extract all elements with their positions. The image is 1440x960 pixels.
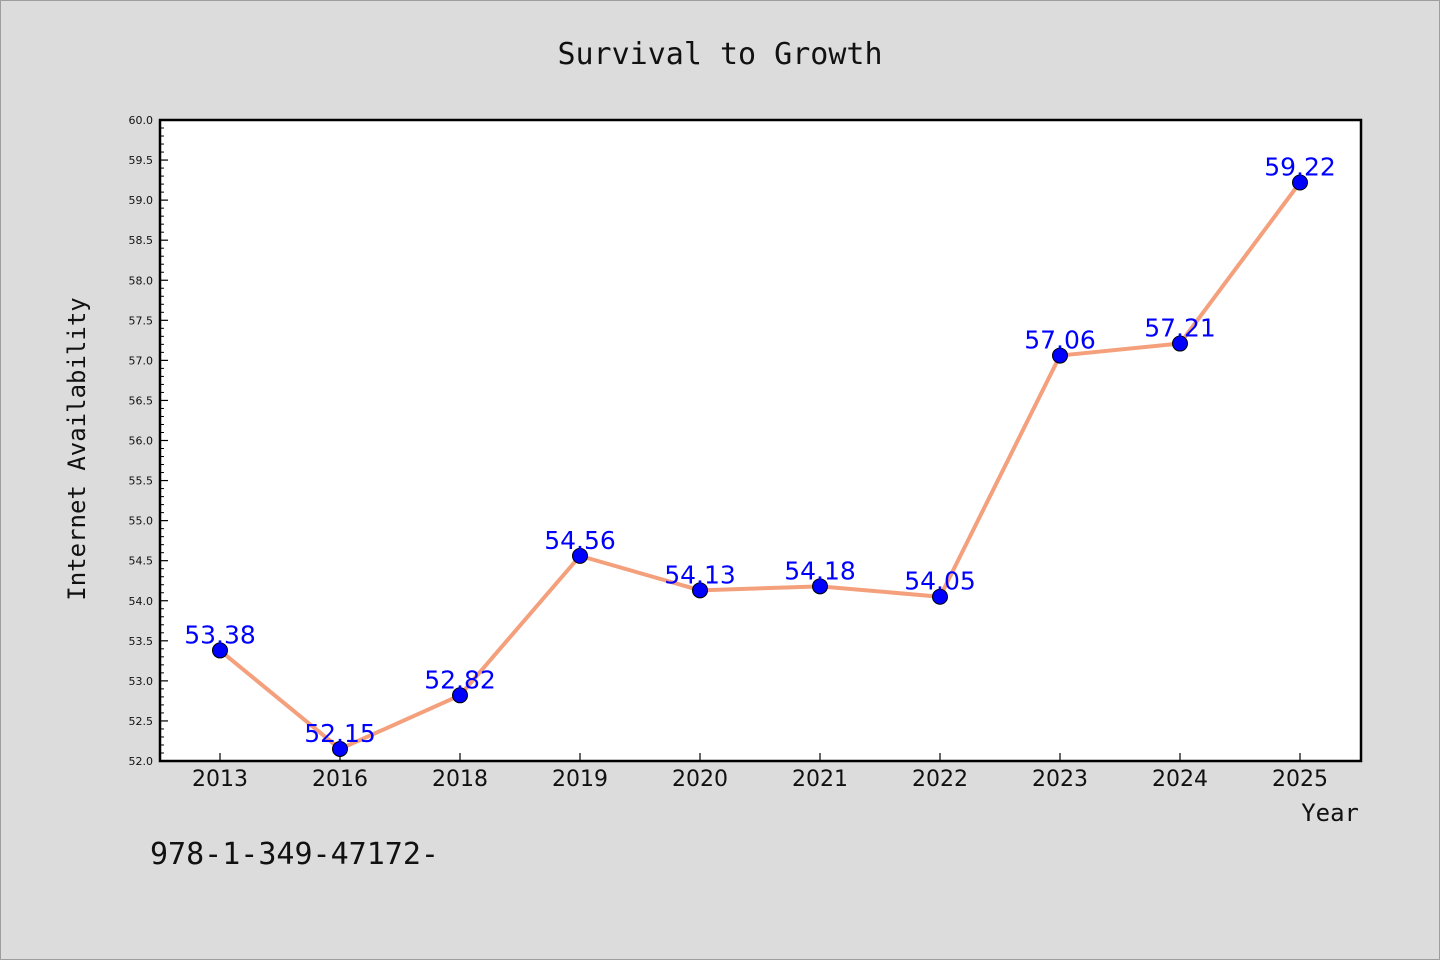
x-tick-label: 2021 xyxy=(792,767,848,792)
data-label: 53.38 xyxy=(184,620,256,649)
data-point xyxy=(212,642,228,659)
y-tick-label: 55.0 xyxy=(129,515,154,528)
series-line xyxy=(218,181,1302,751)
data-label: 52.15 xyxy=(304,719,376,748)
y-tick-label: 52.5 xyxy=(129,715,154,728)
data-point xyxy=(572,547,588,564)
data-label: 54.18 xyxy=(784,556,856,585)
y-tick-label: 53.5 xyxy=(129,635,154,648)
series-markers xyxy=(212,174,1308,757)
data-point xyxy=(452,687,468,704)
chart-title: Survival to Growth xyxy=(557,37,882,72)
x-tick-label: 2022 xyxy=(912,767,968,792)
data-label: 54.56 xyxy=(544,526,616,555)
y-tick-label: 56.5 xyxy=(129,394,154,407)
x-tick-label: 2020 xyxy=(672,767,728,792)
data-label: 54.05 xyxy=(904,567,976,596)
y-tick-label: 52.0 xyxy=(129,755,154,768)
x-axis: 2013 2016 2018 2019 2020 2021 2022 2023 2024 2025 xyxy=(192,753,1328,792)
y-tick-label: 58.0 xyxy=(129,274,154,287)
x-tick-label: 2016 xyxy=(312,767,368,792)
y-tick-label: 58.5 xyxy=(129,234,154,247)
y-tick-label: 60.0 xyxy=(129,114,154,127)
y-tick-label: 54.0 xyxy=(129,595,154,608)
data-point xyxy=(1172,335,1188,352)
data-point xyxy=(692,582,708,599)
footer-text: 978-1-349-47172- xyxy=(150,837,439,872)
y-axis-label: Internet Availability xyxy=(63,297,91,600)
data-label: 52.82 xyxy=(424,665,496,694)
y-tick-label: 56.0 xyxy=(129,435,154,448)
y-tick-label: 57.0 xyxy=(129,354,154,367)
y-tick-label: 54.5 xyxy=(129,555,154,568)
x-axis-label: Year xyxy=(1301,799,1359,827)
y-tick-label: 53.0 xyxy=(129,675,154,688)
x-tick-label: 2013 xyxy=(192,767,248,792)
y-tick-label: 55.5 xyxy=(129,475,154,488)
x-tick-label: 2018 xyxy=(432,767,488,792)
x-tick-label: 2024 xyxy=(1152,767,1208,792)
plot-area xyxy=(158,118,1363,763)
data-point xyxy=(1052,347,1068,364)
data-labels: 53.38 52.15 52.82 54.56 54.13 54.18 54.05 57.06… xyxy=(184,152,1336,747)
data-point xyxy=(932,588,948,605)
y-tick-label: 57.5 xyxy=(129,314,154,327)
x-tick-label: 2023 xyxy=(1032,767,1088,792)
data-label: 54.13 xyxy=(664,560,736,589)
data-point xyxy=(332,740,348,757)
data-label: 57.06 xyxy=(1024,326,1096,355)
data-label: 57.21 xyxy=(1144,314,1216,343)
data-point xyxy=(812,578,828,595)
y-axis: 52.0 52.5 53.0 53.5 54.0 54.5 55.0 55.5 56.0 56.5… xyxy=(129,114,168,768)
data-label: 59.22 xyxy=(1264,152,1336,181)
y-tick-label: 59.0 xyxy=(129,194,154,207)
y-tick-label: 59.5 xyxy=(129,154,154,167)
x-tick-label: 2019 xyxy=(552,767,608,792)
x-tick-label: 2025 xyxy=(1272,767,1328,792)
data-point xyxy=(1292,174,1308,191)
